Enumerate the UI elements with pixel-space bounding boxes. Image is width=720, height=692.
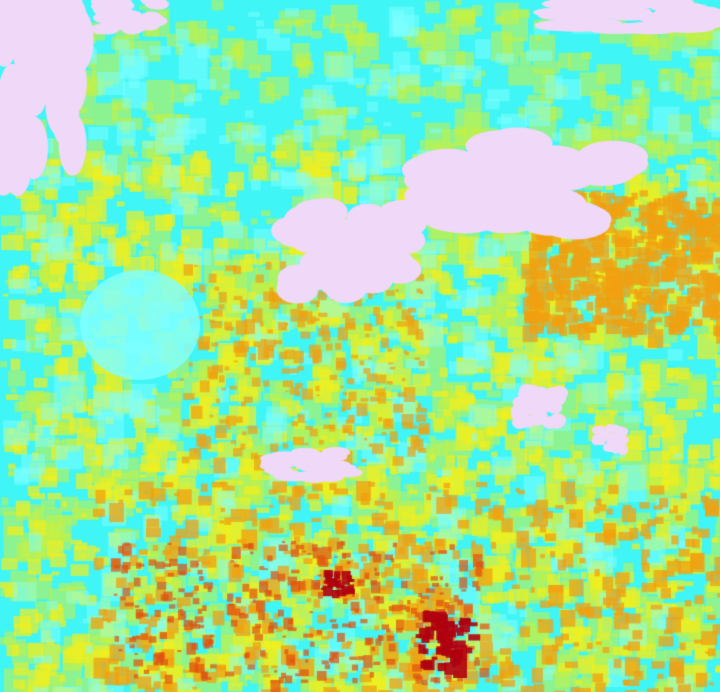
false-color-image <box>0 0 720 692</box>
image-texture <box>0 0 720 692</box>
